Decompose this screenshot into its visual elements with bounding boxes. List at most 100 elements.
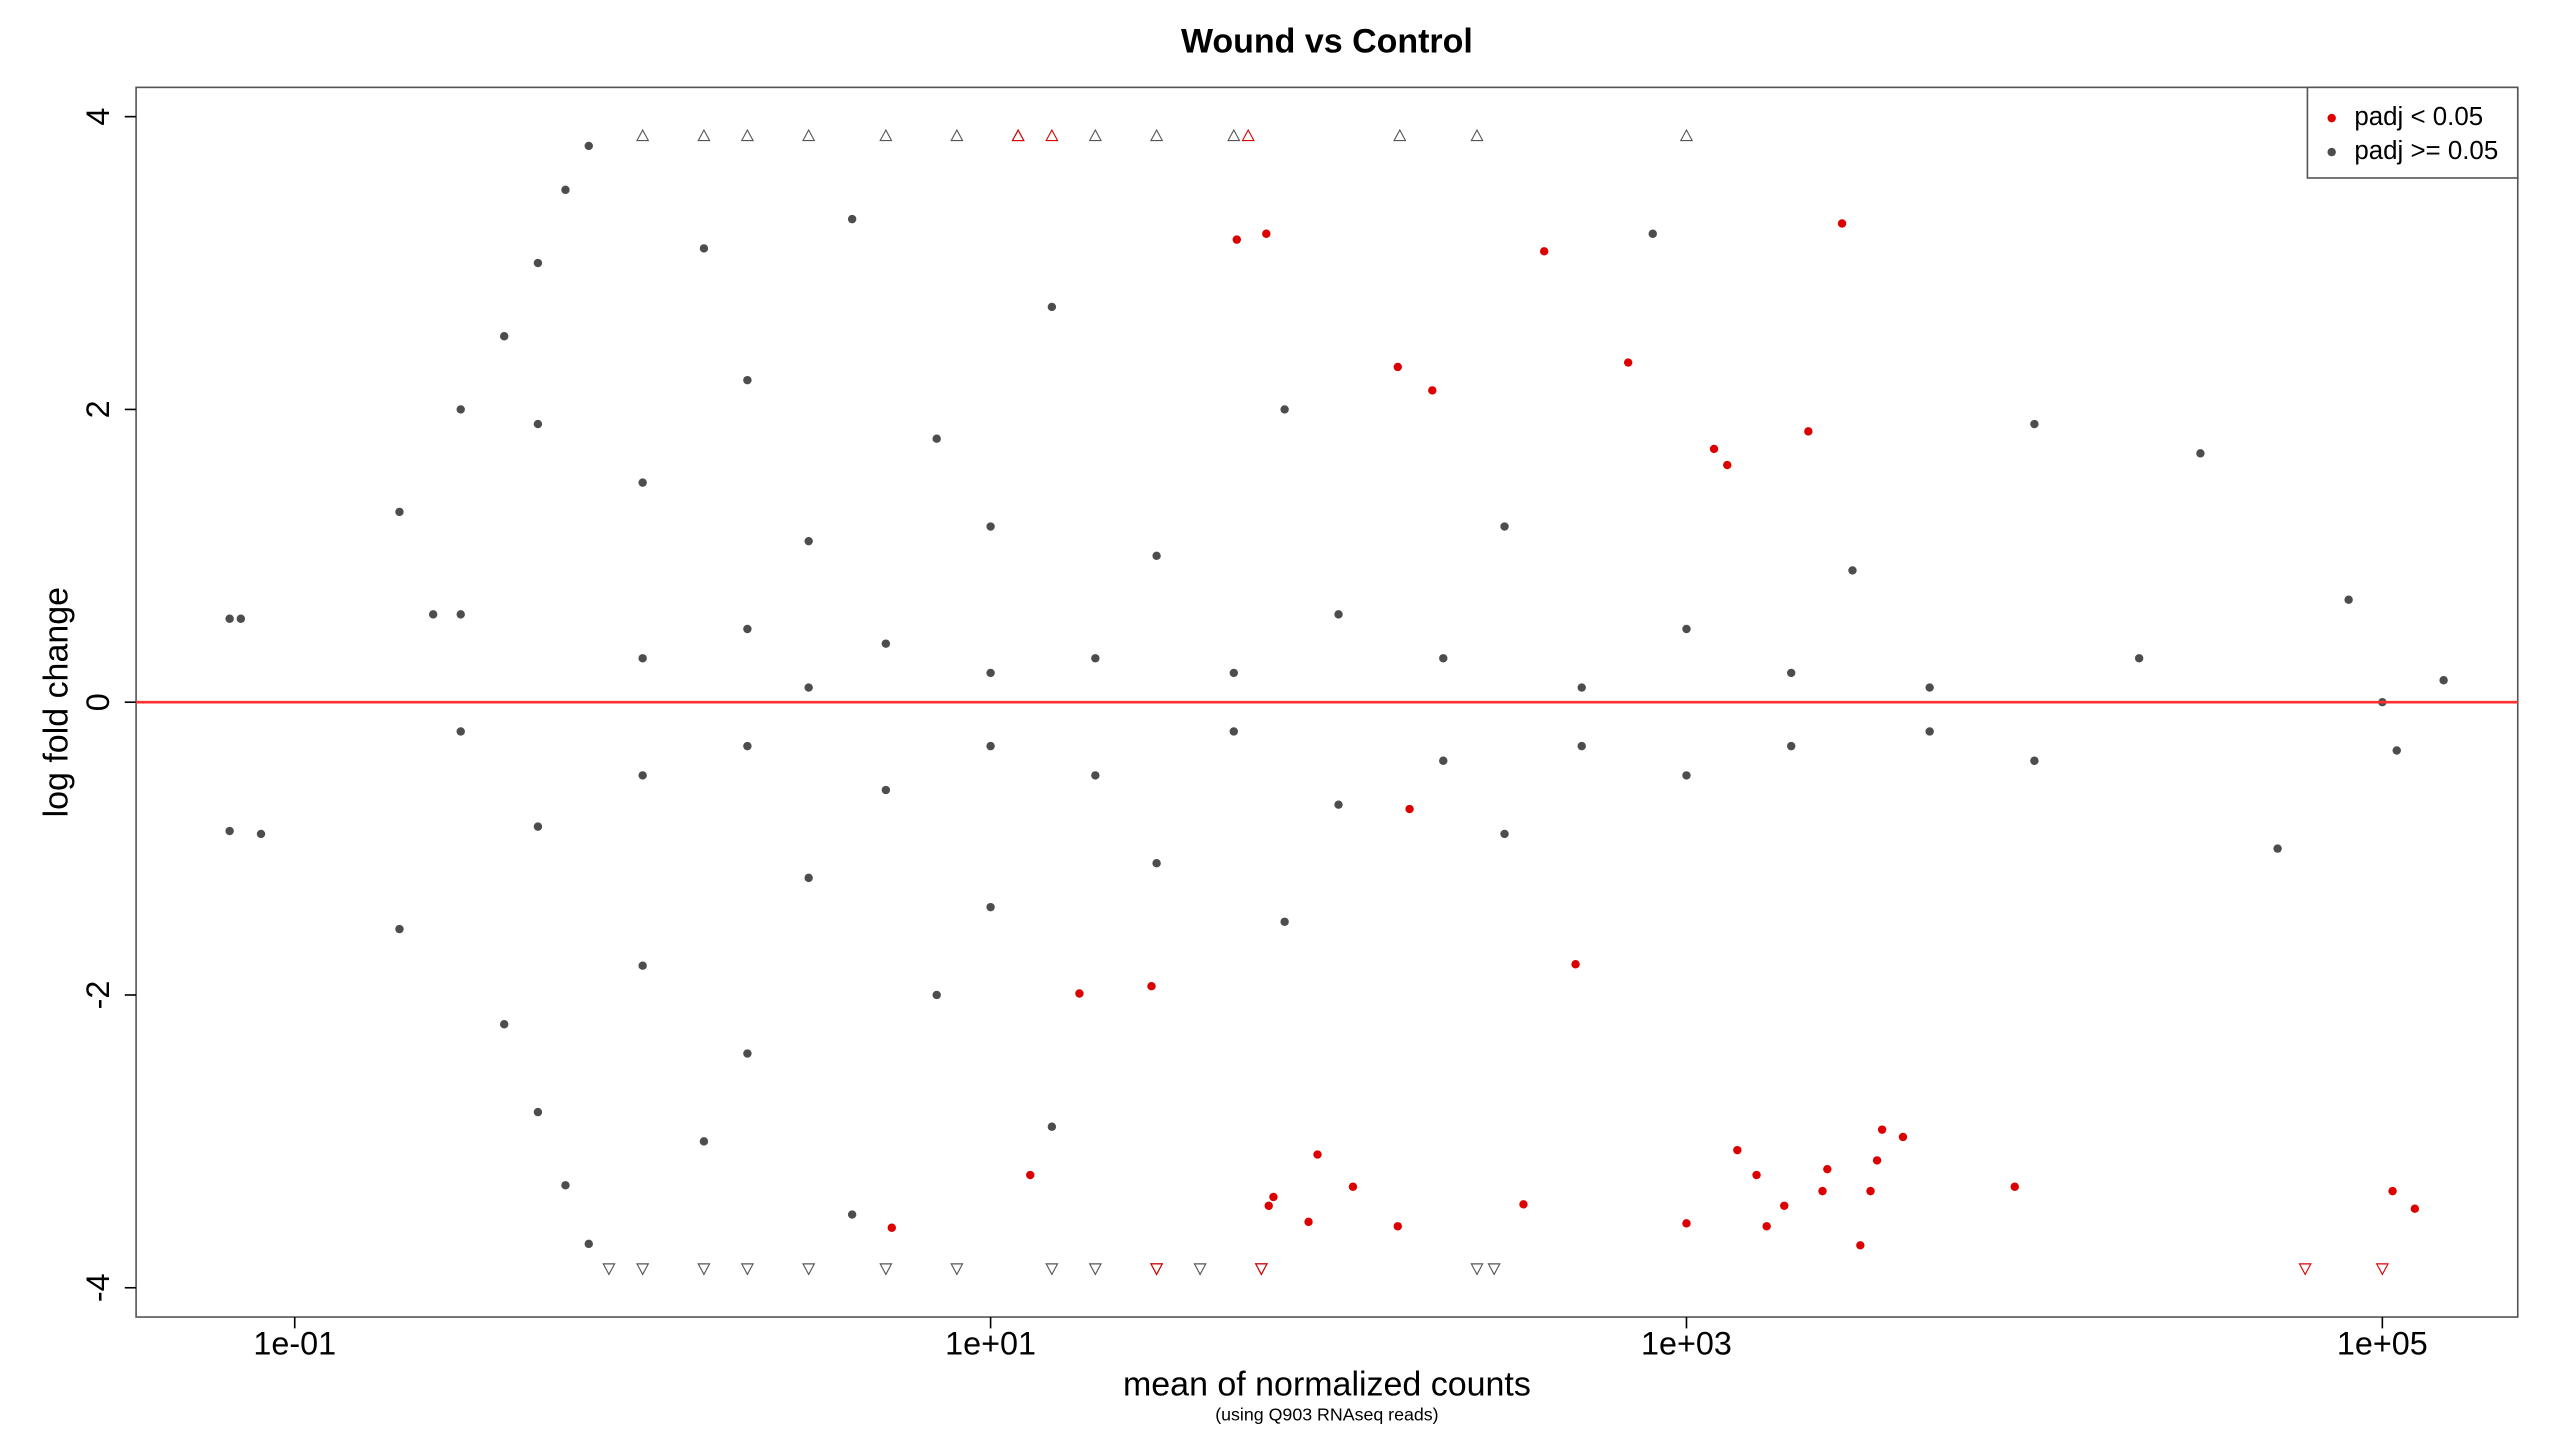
point (1091, 654, 1100, 663)
plot-area (225, 128, 2448, 1276)
point (1804, 427, 1813, 436)
point (1229, 727, 1239, 736)
point (1519, 1200, 1528, 1209)
point (2439, 676, 2448, 685)
point (887, 1223, 896, 1232)
point (225, 614, 234, 623)
point (2030, 756, 2039, 765)
point (1047, 1122, 1057, 1131)
legend-marker (2327, 113, 2336, 123)
point (499, 332, 509, 341)
point (1856, 1241, 1865, 1250)
y-tick-label: -4 (80, 1273, 116, 1302)
clipped-point (1149, 128, 1164, 142)
point (1539, 247, 1549, 256)
clipped-point (1149, 1263, 1164, 1276)
point (1780, 1201, 1789, 1210)
point (1147, 981, 1156, 991)
point (1682, 1219, 1691, 1228)
point (225, 826, 234, 836)
point (1762, 1222, 1771, 1231)
clipped-point (636, 1263, 650, 1276)
point (1304, 1217, 1313, 1227)
clipped-point (1241, 128, 1255, 142)
point (1026, 1170, 1035, 1180)
point (986, 741, 995, 751)
point (456, 405, 465, 414)
x-tick-label: 1e-01 (253, 1326, 336, 1362)
clipped-point (2375, 1263, 2389, 1276)
point (932, 990, 941, 1000)
point (847, 214, 857, 224)
point (1405, 804, 1414, 814)
point (395, 507, 404, 517)
point (1280, 917, 1289, 926)
point (1500, 829, 1509, 839)
point (1500, 522, 1509, 531)
point (1877, 1125, 1887, 1134)
point (1866, 1186, 1875, 1196)
point (1334, 610, 1343, 619)
background (26, 0, 2534, 1440)
point (1709, 444, 1719, 454)
point (1313, 1150, 1322, 1159)
point (932, 434, 941, 443)
point (1925, 727, 1934, 736)
point (1682, 771, 1691, 780)
y-tick-label: 4 (80, 108, 116, 126)
point (638, 478, 647, 487)
clipped-point (1470, 128, 1484, 142)
point (1152, 859, 1161, 868)
point (699, 1137, 709, 1146)
point (2010, 1182, 2019, 1191)
clipped-point (636, 128, 650, 142)
x-tick-label: 1e+03 (1641, 1326, 1732, 1362)
point (1787, 668, 1796, 678)
legend-marker (2327, 147, 2336, 157)
point (1047, 302, 1057, 312)
clipped-point (1193, 1263, 1207, 1276)
clipped-point (2298, 1263, 2312, 1276)
point (2392, 746, 2401, 755)
point (584, 141, 593, 151)
clipped-point (1011, 128, 1025, 142)
clipped-point (1679, 128, 1694, 142)
point (804, 536, 813, 546)
point (638, 771, 647, 780)
point (638, 654, 647, 663)
point (1818, 1186, 1827, 1196)
point (743, 375, 752, 385)
point (1280, 405, 1289, 414)
point (236, 614, 246, 623)
point (1262, 229, 1271, 238)
point (1348, 1182, 1358, 1191)
point (743, 624, 752, 634)
clipped-point (879, 1263, 893, 1276)
x-tick-label: 1e+05 (2337, 1326, 2428, 1362)
clipped-point (1470, 1263, 1484, 1276)
point (1269, 1192, 1278, 1202)
point (533, 419, 543, 429)
point (1623, 358, 1633, 367)
clipped-point (802, 128, 816, 142)
clipped-point (740, 1263, 755, 1276)
point (256, 829, 266, 839)
point (1091, 771, 1100, 780)
point (1577, 683, 1586, 692)
point (1848, 566, 1857, 575)
clipped-point (1393, 128, 1407, 142)
legend-label: padj >= 0.05 (2354, 137, 2498, 165)
point (1752, 1170, 1761, 1180)
point (2030, 419, 2039, 429)
point (1837, 219, 1847, 228)
clipped-point (697, 1263, 711, 1276)
point (1648, 229, 1657, 238)
point (881, 639, 891, 648)
y-tick-label: 2 (80, 400, 116, 418)
legend-label: padj < 0.05 (2354, 103, 2483, 131)
point (986, 522, 995, 531)
point (804, 683, 813, 692)
point (395, 924, 404, 934)
clipped-point (1254, 1263, 1268, 1276)
